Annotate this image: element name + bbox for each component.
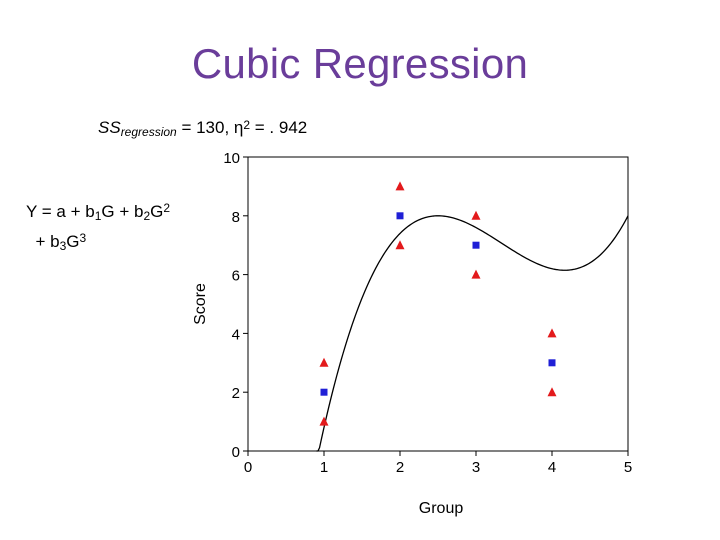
regression-stats: SSregression = 130, η2 = . 942 [98, 118, 307, 139]
square-marker [396, 212, 404, 220]
ss-label: SS [98, 118, 121, 137]
eq-subscript: 1 [94, 209, 102, 223]
x-tick-label: 3 [472, 459, 480, 476]
x-axis-label: Group [419, 500, 464, 517]
triangle-marker [471, 269, 481, 279]
y-tick-label: 8 [232, 209, 240, 226]
ss-subscript: regression [120, 125, 177, 139]
eq-part: G [66, 232, 80, 251]
triangle-marker [319, 357, 329, 367]
y-tick-label: 4 [232, 326, 240, 343]
eq-superscript: 3 [79, 231, 87, 245]
plot-frame [247, 156, 629, 452]
equation-line-1: Y = a + b1G + b2G2 [26, 197, 170, 227]
y-tick-label: 2 [232, 385, 240, 402]
slide-title: Cubic Regression [191, 40, 529, 87]
ss-value: = 130, η [176, 118, 244, 137]
eta-superscript: 2 [243, 118, 251, 132]
data-markers [319, 181, 557, 426]
eq-part: G + b [101, 202, 144, 221]
y-tick-label: 0 [232, 444, 240, 461]
cubic-fit-curve [316, 215, 629, 452]
square-marker [320, 388, 328, 396]
eq-subscript: 2 [143, 209, 151, 223]
triangle-marker [395, 181, 405, 191]
x-tick-label: 5 [624, 459, 632, 476]
equation-line-2: + b3G3 [26, 227, 170, 257]
x-tick-label: 0 [244, 459, 252, 476]
y-axis-ticks: 0 2 4 6 8 10 [223, 150, 248, 461]
y-tick-label: 6 [232, 268, 240, 285]
y-axis-label: Score [192, 283, 209, 325]
triangle-marker [547, 387, 557, 397]
y-tick-label: 10 [223, 150, 240, 167]
x-tick-label: 4 [548, 459, 556, 476]
triangle-marker [319, 416, 329, 426]
x-tick-label: 2 [396, 459, 404, 476]
regression-equation: Y = a + b1G + b2G2 + b3G3 [26, 197, 170, 257]
eq-part: G [150, 202, 164, 221]
eq-superscript: 2 [163, 201, 171, 215]
triangle-marker [471, 210, 481, 220]
triangle-marker [395, 240, 405, 250]
x-tick-label: 1 [320, 459, 328, 476]
eq-part: + b [35, 232, 60, 251]
eta-value: = . 942 [250, 118, 308, 137]
x-axis-ticks: 0 1 2 3 4 5 [244, 451, 632, 476]
square-marker [548, 359, 556, 367]
triangle-marker [547, 328, 557, 338]
eq-part: Y = a + b [26, 202, 95, 221]
eq-subscript: 3 [59, 239, 67, 253]
square-marker [472, 241, 480, 249]
